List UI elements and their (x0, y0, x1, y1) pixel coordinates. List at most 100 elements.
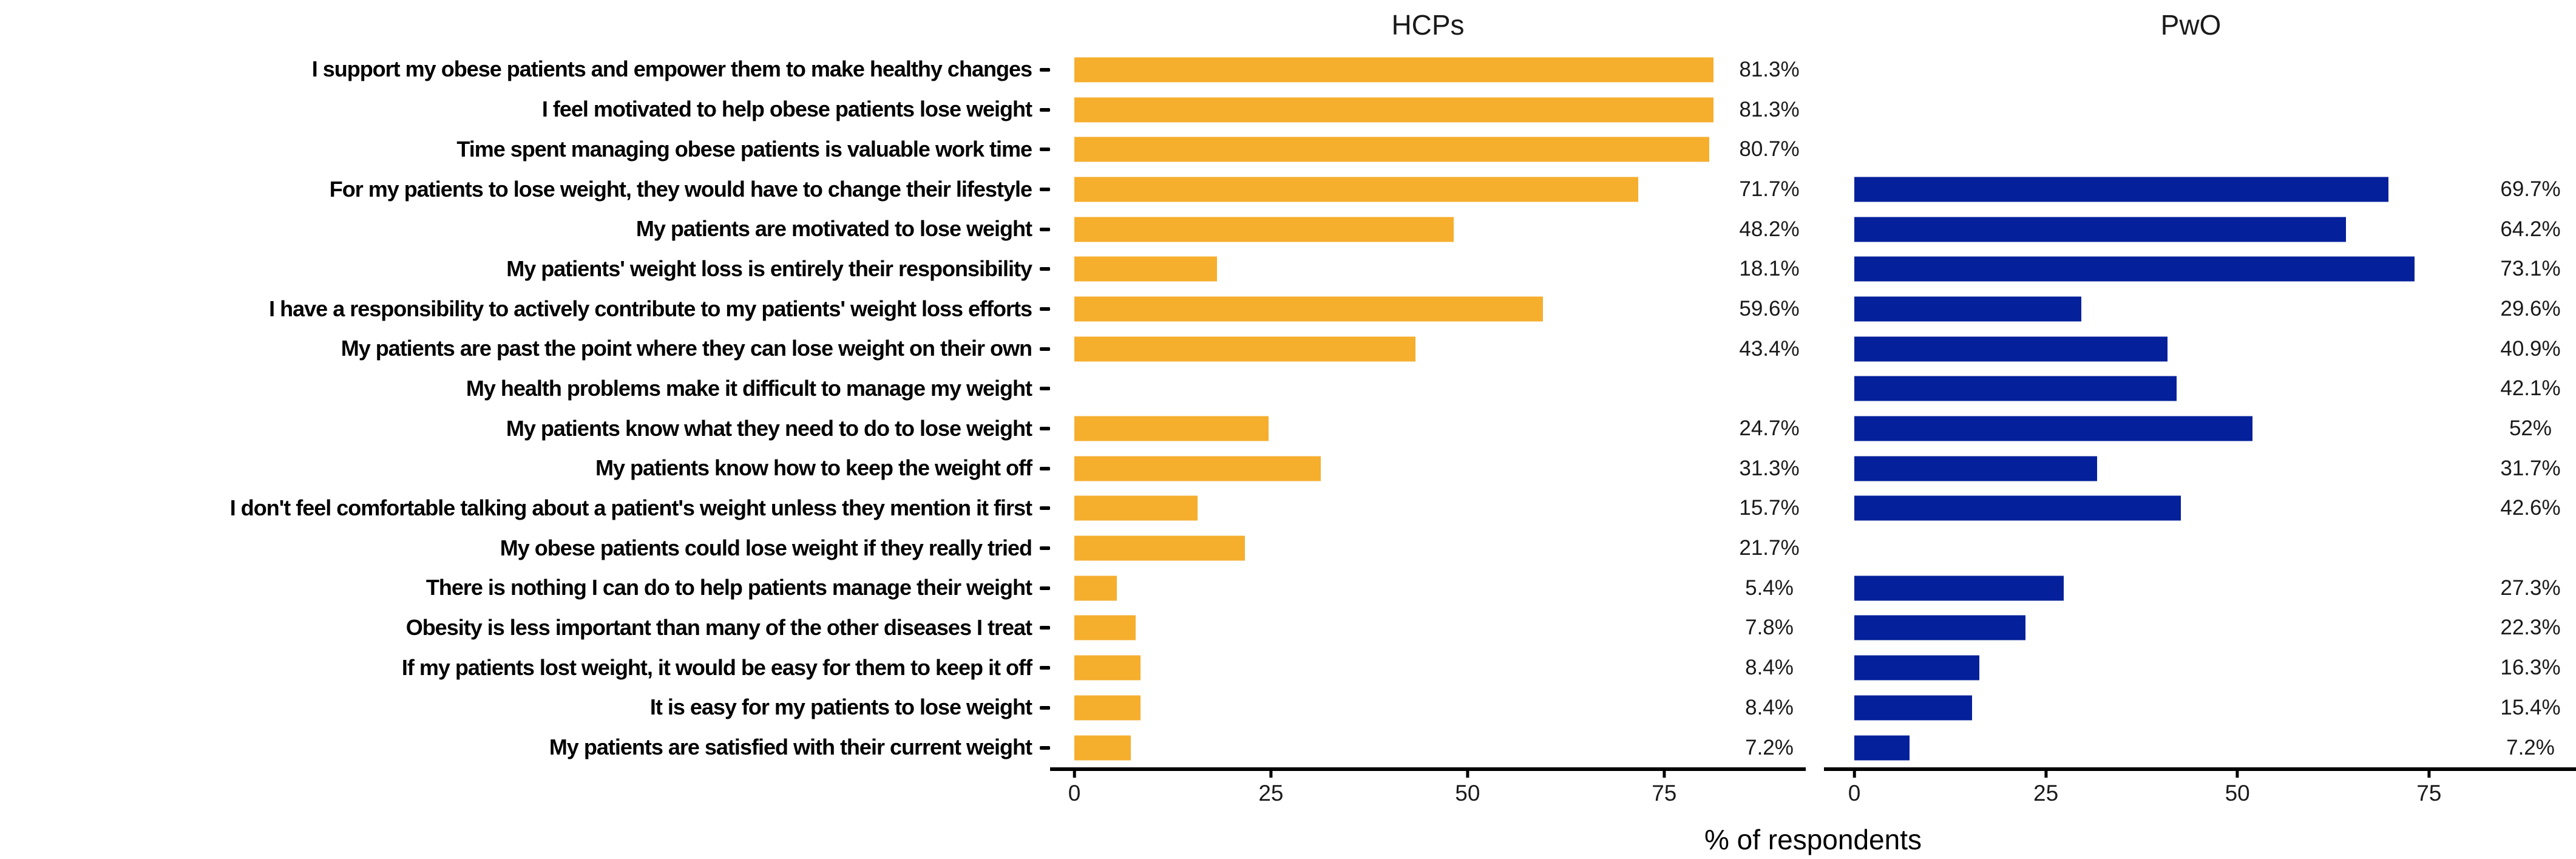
y-axis-tick-mark (1040, 307, 1050, 311)
panel-cell-hcp: 7.8% (1050, 608, 1806, 648)
x-axis-tick: 75 (1652, 771, 1676, 806)
pwo-bar (1854, 416, 2253, 441)
hcp-value-label: 81.3% (1739, 57, 1800, 81)
pwo-value-label: 64.2% (2500, 217, 2561, 241)
chart-row: My health problems make it difficult to … (0, 369, 2576, 409)
axis-tick-track: 0 25 50 75 (1068, 767, 1806, 815)
chart-row: It is easy for my patients to lose weigh… (0, 688, 2576, 728)
bar-track: 42.1% (1854, 369, 2567, 409)
row-label: Time spent managing obese patients is va… (456, 136, 1032, 161)
row-label-cell: My patients know how to keep the weight … (0, 449, 1050, 489)
panel-cell-hcp (1050, 369, 1806, 409)
pwo-value-label: 27.3% (2500, 575, 2561, 600)
hcp-value-label: 8.4% (1745, 656, 1794, 680)
row-label-cell: For my patients to lose weight, they wou… (0, 169, 1050, 209)
pwo-bar (1854, 256, 2415, 282)
panel-cell-hcp: 59.6% (1050, 289, 1806, 329)
panel-cell-pwo: 27.3% (1806, 568, 2576, 608)
bar-track: 42.6% (1854, 489, 2567, 529)
pwo-bar (1854, 695, 1973, 721)
panel-cell-pwo: 7.2% (1806, 728, 2576, 768)
panel-cell-hcp: 21.7% (1050, 528, 1806, 568)
row-label-cell: My patients are satisfied with their cur… (0, 728, 1050, 768)
row-label: My patients are motivated to lose weight (636, 216, 1032, 242)
x-axis-tick: 50 (2225, 771, 2250, 806)
x-axis-tick-mark (1466, 771, 1469, 778)
row-label: My patients know how to keep the weight … (595, 455, 1032, 481)
hcp-value-label: 21.7% (1739, 536, 1800, 560)
pwo-bar (1854, 217, 2347, 242)
panel-cell-hcp: 48.2% (1050, 209, 1806, 250)
bar-track: 24.7% (1074, 409, 1806, 449)
bar-track: 8.4% (1074, 688, 1806, 728)
bar-track (1854, 528, 2567, 568)
row-label-cell: It is easy for my patients to lose weigh… (0, 688, 1050, 728)
y-axis-tick-mark (1040, 626, 1050, 630)
panel-cell-hcp: 80.7% (1050, 129, 1806, 169)
chart-row: I support my obese patients and empower … (0, 50, 2576, 90)
hcp-value-label: 8.4% (1745, 695, 1794, 719)
hcp-bar (1074, 655, 1141, 681)
bar-track: 18.1% (1074, 249, 1806, 289)
hcp-value-label: 5.4% (1745, 575, 1794, 600)
chart-row: My patients' weight loss is entirely the… (0, 249, 2576, 289)
x-axis-tick: 25 (2033, 771, 2058, 806)
bar-track: 52% (1854, 409, 2567, 449)
hcp-bar (1074, 256, 1217, 282)
chart-row: My patients know how to keep the weight … (0, 449, 2576, 489)
bar-track: 40.9% (1854, 329, 2567, 369)
panel-title-hcps: HCPs (1391, 9, 1465, 41)
panel-cell-pwo (1806, 129, 2576, 169)
pwo-bar (1854, 735, 1910, 761)
y-axis-tick-mark (1040, 227, 1050, 231)
panel-cell-pwo: 40.9% (1806, 329, 2576, 369)
y-axis-tick-mark (1040, 666, 1050, 670)
hcp-value-label: 59.6% (1739, 296, 1800, 321)
pwo-value-label: 29.6% (2500, 296, 2561, 321)
row-label: For my patients to lose weight, they wou… (329, 176, 1032, 202)
row-label: I don't feel comfortable talking about a… (229, 495, 1032, 521)
bar-track (1854, 129, 2567, 169)
pwo-bar (1854, 495, 2181, 521)
row-label-cell: My patients are motivated to lose weight (0, 209, 1050, 250)
y-axis-tick-mark (1040, 427, 1050, 431)
hcp-value-label: 43.4% (1739, 336, 1800, 361)
hcp-value-label: 7.8% (1745, 616, 1794, 640)
row-label-cell: My patients are past the point where the… (0, 329, 1050, 369)
x-axis-tick-label: 0 (1848, 781, 1861, 806)
hcp-bar (1074, 615, 1136, 640)
pwo-value-label: 7.2% (2506, 735, 2555, 759)
hcp-bar (1074, 97, 1714, 123)
x-axis-title-row: % of respondents (0, 815, 2576, 859)
chart-rows: I support my obese patients and empower … (0, 50, 2576, 767)
row-label: Obesity is less important than many of t… (405, 615, 1032, 640)
bar-track: 15.7% (1074, 489, 1806, 529)
row-label-cell: I feel motivated to help obese patients … (0, 90, 1050, 130)
row-label: My patients are past the point where the… (341, 336, 1032, 361)
pwo-value-label: 73.1% (2500, 257, 2561, 281)
chart-row: My obese patients could lose weight if t… (0, 528, 2576, 568)
y-axis-tick-mark (1040, 705, 1050, 710)
panel-cell-pwo (1806, 90, 2576, 130)
hcp-bar (1074, 137, 1709, 162)
pwo-value-label: 16.3% (2500, 656, 2561, 680)
bar-track: 16.3% (1854, 648, 2567, 688)
panel-cell-hcp: 81.3% (1050, 50, 1806, 90)
hcp-value-label: 71.7% (1739, 177, 1800, 201)
row-label: My obese patients could lose weight if t… (500, 535, 1032, 560)
bar-track: 27.3% (1854, 568, 2567, 608)
row-label-cell: I don't feel comfortable talking about a… (0, 489, 1050, 529)
panel-cell-hcp: 31.3% (1050, 449, 1806, 489)
y-axis-tick-mark (1040, 347, 1050, 351)
y-axis-tick-mark (1040, 67, 1050, 72)
row-label-cell: My health problems make it difficult to … (0, 369, 1050, 409)
x-axis-tick-label: 75 (2416, 781, 2442, 806)
x-axis-line (1824, 767, 2576, 772)
bar-track: 81.3% (1074, 90, 1806, 130)
panel-cell-hcp: 71.7% (1050, 169, 1806, 209)
pwo-value-label: 22.3% (2500, 616, 2561, 640)
x-axis-tick-mark (2044, 771, 2048, 778)
x-axis-tick: 75 (2416, 771, 2441, 806)
x-axis-hcps: 0 25 50 75 (1050, 767, 1806, 815)
